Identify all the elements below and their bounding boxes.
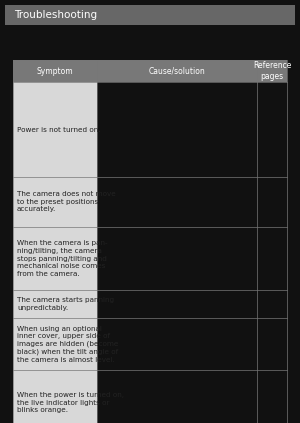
Bar: [13, 60, 287, 82]
Bar: [257, 318, 287, 370]
Bar: [97, 370, 257, 423]
Text: Power is not turned on.: Power is not turned on.: [17, 126, 100, 132]
Bar: [13, 370, 97, 423]
Bar: [13, 82, 97, 177]
Text: When the power is turned on,
the live indicator lights or
blinks orange.: When the power is turned on, the live in…: [17, 392, 124, 413]
Bar: [257, 290, 287, 318]
Text: Reference
pages: Reference pages: [253, 61, 291, 81]
Bar: [13, 227, 97, 290]
Text: The camera does not move
to the preset positions
accurately.: The camera does not move to the preset p…: [17, 192, 116, 212]
Bar: [257, 177, 287, 227]
Bar: [13, 60, 287, 423]
Bar: [5, 5, 295, 25]
Text: When the camera is pan-
ning/tilting, the camera
stops panning/tilting and
mecha: When the camera is pan- ning/tilting, th…: [17, 241, 108, 277]
Bar: [97, 82, 257, 177]
Bar: [13, 290, 97, 318]
Bar: [97, 177, 257, 227]
Text: Cause/solution: Cause/solution: [148, 66, 206, 75]
Text: Symptom: Symptom: [37, 66, 73, 75]
Bar: [13, 177, 97, 227]
Bar: [257, 227, 287, 290]
Text: Troubleshooting: Troubleshooting: [14, 10, 97, 20]
Text: When using an optional
inner cover, upper side of
images are hidden (become
blac: When using an optional inner cover, uppe…: [17, 326, 118, 363]
Text: The camera starts panning
unpredictably.: The camera starts panning unpredictably.: [17, 297, 114, 311]
Bar: [97, 227, 257, 290]
Bar: [257, 82, 287, 177]
Bar: [97, 290, 257, 318]
Bar: [97, 318, 257, 370]
Bar: [13, 318, 97, 370]
Bar: [257, 370, 287, 423]
